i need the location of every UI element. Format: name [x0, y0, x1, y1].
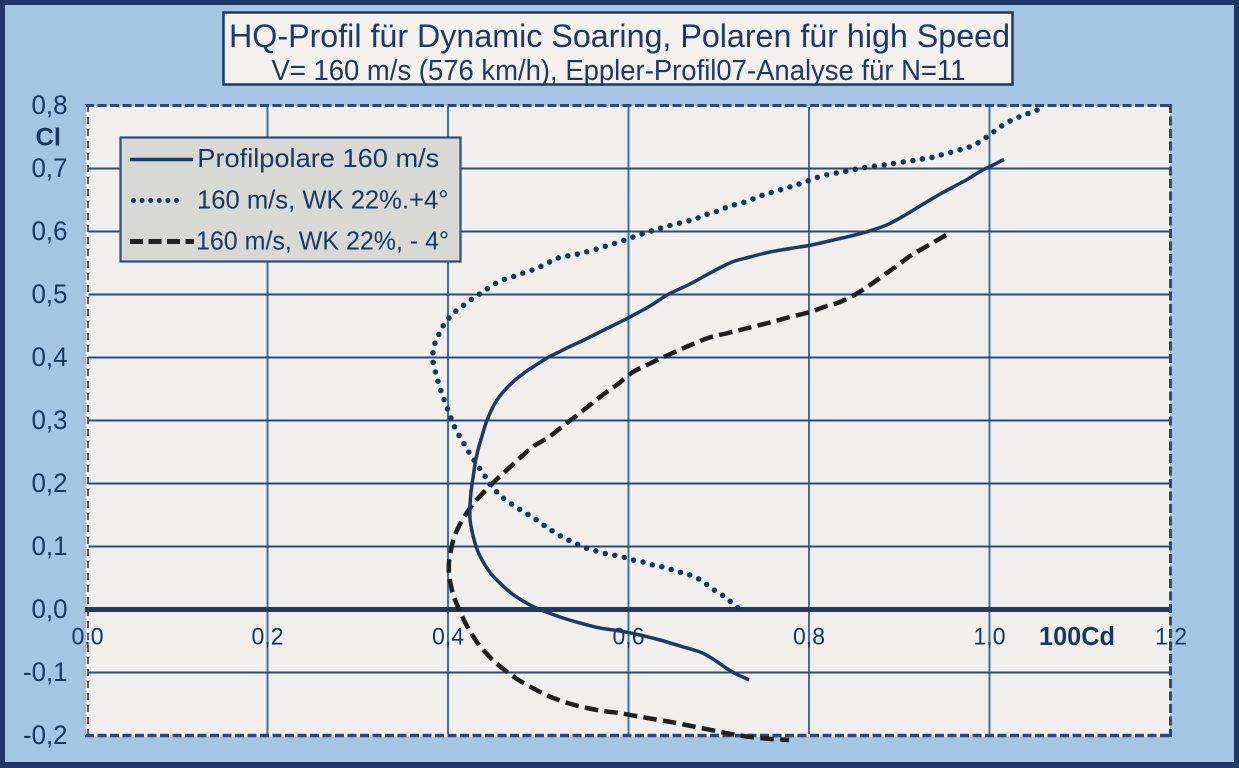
svg-text:0,8: 0,8: [32, 90, 68, 120]
svg-text:Cl: Cl: [36, 124, 62, 152]
svg-text:V= 160 m/s (576 km/h), Eppler-: V= 160 m/s (576 km/h), Eppler-Profil07-A…: [272, 55, 966, 87]
svg-text:0,6: 0,6: [32, 216, 68, 246]
svg-text:0,3: 0,3: [32, 405, 68, 435]
svg-text:1,2: 1,2: [1155, 624, 1187, 651]
svg-text:0,0: 0,0: [72, 624, 104, 651]
svg-text:0,1: 0,1: [32, 531, 68, 561]
svg-text:0,7: 0,7: [32, 153, 68, 183]
svg-text:0,4: 0,4: [32, 342, 68, 372]
svg-text:1,0: 1,0: [974, 624, 1006, 651]
svg-text:Profilpolare 160 m/s: Profilpolare 160 m/s: [197, 143, 439, 173]
svg-text:100Cd: 100Cd: [1039, 623, 1115, 651]
svg-text:0,5: 0,5: [32, 279, 68, 309]
svg-text:160 m/s, WK 22%.+4°: 160 m/s, WK 22%.+4°: [197, 185, 449, 215]
svg-text:HQ-Profil für Dynamic Soaring,: HQ-Profil für Dynamic Soaring, Polaren f…: [229, 18, 1010, 54]
svg-text:-0,2: -0,2: [23, 720, 68, 750]
svg-text:0,6: 0,6: [613, 624, 645, 651]
svg-text:0,4: 0,4: [432, 624, 464, 651]
svg-text:0,8: 0,8: [793, 624, 825, 651]
svg-text:0,2: 0,2: [32, 468, 68, 498]
svg-text:-0,1: -0,1: [23, 657, 68, 687]
svg-text:160 m/s, WK 22%, - 4°: 160 m/s, WK 22%, - 4°: [196, 226, 449, 256]
svg-text:0,0: 0,0: [32, 594, 68, 624]
svg-text:0,2: 0,2: [252, 624, 284, 651]
